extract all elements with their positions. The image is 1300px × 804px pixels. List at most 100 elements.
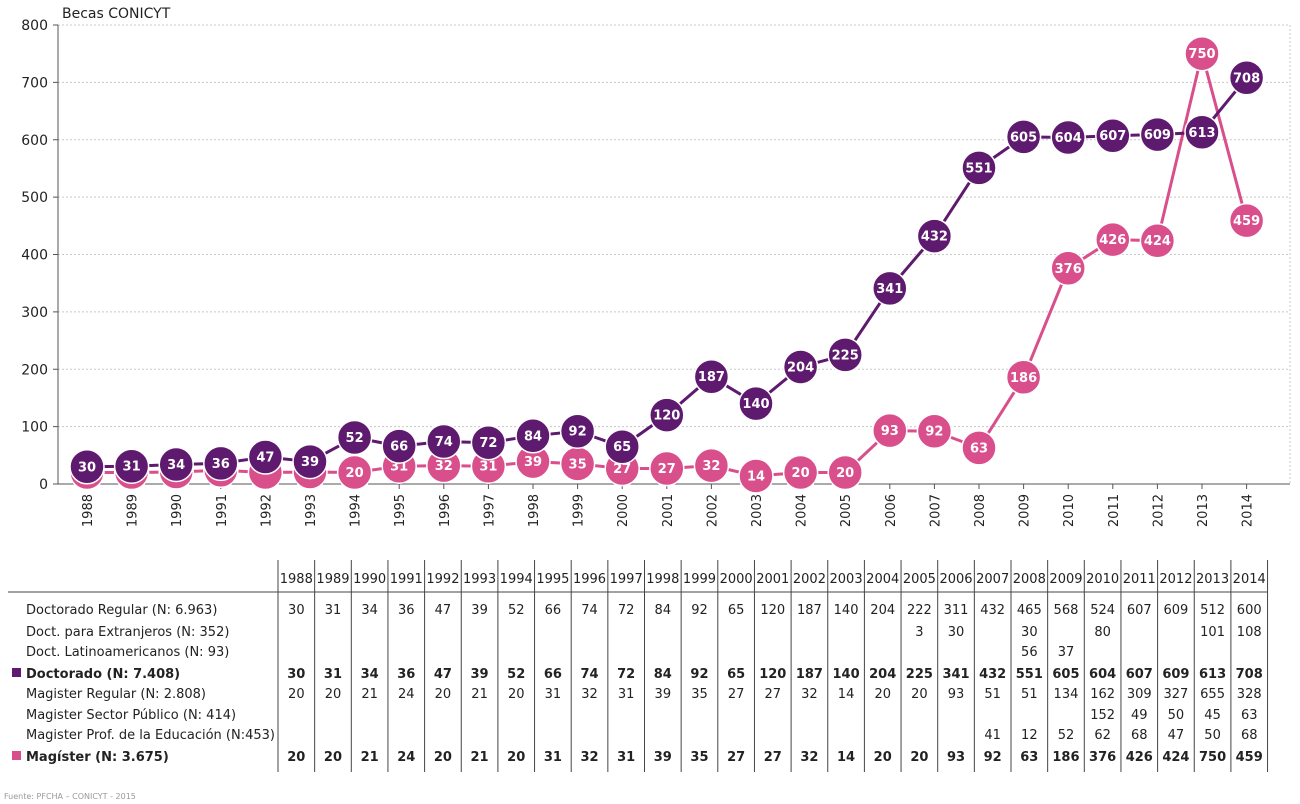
table-row-label: Doctorado Regular (N: 6.963) <box>26 603 217 618</box>
table-cell: 607 <box>1127 603 1152 618</box>
table-cell: 20 <box>434 750 452 765</box>
table-header-year: 1999 <box>683 572 716 587</box>
table-cell: 341 <box>942 667 969 682</box>
data-point <box>1005 119 1042 155</box>
table-cell: 20 <box>288 687 305 702</box>
table-cell: 51 <box>984 687 1001 702</box>
data-point <box>693 447 730 484</box>
table-cell: 39 <box>654 750 672 765</box>
table-row-label: Doctorado (N: 7.408) <box>26 667 180 682</box>
data-table: 1988 1989 1990 1991 1992 1993 1994 1995 1996 1997… <box>8 560 1269 772</box>
table-cell: 27 <box>765 687 782 702</box>
table-cell: 84 <box>654 667 672 682</box>
table-cell: 20 <box>910 750 928 765</box>
data-point <box>738 458 774 494</box>
data-point <box>872 412 908 449</box>
table-cell: 140 <box>833 667 860 682</box>
data-label: 84 <box>524 429 542 444</box>
table-cell: 459 <box>1236 750 1263 765</box>
table-cell: 24 <box>397 750 415 765</box>
table-cell: 52 <box>507 667 525 682</box>
table-header-year: 2006 <box>939 572 972 587</box>
x-tick-label: 1999 <box>572 494 587 527</box>
table-cell: 47 <box>1168 728 1185 743</box>
table-cell: 51 <box>1021 687 1038 702</box>
data-label: 65 <box>613 440 631 455</box>
data-point <box>916 413 953 449</box>
table-cell: 35 <box>691 687 708 702</box>
data-point <box>872 270 908 307</box>
table-cell: 101 <box>1200 625 1225 640</box>
data-label: 32 <box>435 459 453 474</box>
x-tick-label: 2010 <box>1062 494 1077 527</box>
data-point <box>1095 117 1131 154</box>
table-cell: 74 <box>581 603 598 618</box>
data-point <box>292 443 328 480</box>
table-cell: 92 <box>691 603 708 618</box>
table-cell: 30 <box>287 667 305 682</box>
table-cell: 50 <box>1204 728 1221 743</box>
data-label: 31 <box>479 460 497 475</box>
table-cell: 31 <box>618 687 635 702</box>
x-tick-label: 1988 <box>81 494 96 527</box>
table-header-year: 2011 <box>1123 572 1156 587</box>
table-cell: 93 <box>947 750 965 765</box>
data-label: 607 <box>1099 129 1126 144</box>
table-cell: 56 <box>1021 645 1038 660</box>
data-label: 39 <box>524 455 542 470</box>
table-cell: 609 <box>1164 603 1189 618</box>
data-point <box>827 337 863 373</box>
x-tick-label: 2013 <box>1196 494 1211 527</box>
x-tick-label: 1995 <box>393 494 408 527</box>
data-label: 750 <box>1188 47 1215 62</box>
table-cell: 84 <box>655 603 672 618</box>
data-label: 376 <box>1055 262 1082 277</box>
table-cell: 327 <box>1164 687 1189 702</box>
data-point <box>203 445 239 482</box>
data-point <box>782 454 819 491</box>
data-point <box>69 449 105 485</box>
table-cell: 20 <box>874 687 891 702</box>
table-cell: 21 <box>471 687 488 702</box>
table-cell: 21 <box>361 750 379 765</box>
table-cell: 34 <box>361 667 379 682</box>
data-point <box>738 385 774 422</box>
table-cell: 20 <box>874 750 892 765</box>
table-cell: 30 <box>948 625 965 640</box>
series: 30 31 34 36 47 39 52 66 74 72 84 92 65 120 187 140 204 22… <box>69 60 1265 485</box>
table-cell: 27 <box>727 750 745 765</box>
x-tick-label: 1991 <box>215 494 230 527</box>
data-point <box>470 424 507 461</box>
table-cell: 52 <box>508 603 525 618</box>
x-tick-label: 2005 <box>839 494 854 527</box>
table-cell: 20 <box>324 750 342 765</box>
table-cell: 31 <box>324 667 342 682</box>
y-tick-label: 400 <box>21 248 48 264</box>
table-cell: 328 <box>1237 687 1262 702</box>
table-cell: 204 <box>870 603 895 618</box>
table-header-year: 2000 <box>720 572 753 587</box>
table-row-label: Doct. para Extranjeros (N: 352) <box>26 625 229 640</box>
data-point <box>1095 221 1131 258</box>
table-cell: 68 <box>1241 728 1258 743</box>
table-header-year: 2010 <box>1086 572 1119 587</box>
table-cell: 140 <box>834 603 859 618</box>
table-cell: 41 <box>984 728 1001 743</box>
legend-marker <box>12 751 21 760</box>
table-cell: 32 <box>801 687 818 702</box>
table-cell: 63 <box>1020 750 1038 765</box>
data-label: 186 <box>1010 371 1037 386</box>
table-cell: 432 <box>980 603 1005 618</box>
table-cell: 204 <box>869 667 896 682</box>
table-header-year: 2001 <box>756 572 789 587</box>
table-cell: 20 <box>325 687 342 702</box>
x-tick-label: 2002 <box>705 494 720 527</box>
table-cell: 27 <box>728 687 745 702</box>
table-header-year: 2014 <box>1233 572 1266 587</box>
y-axis-label: Becas CONICYT <box>62 6 171 22</box>
table-cell: 432 <box>979 667 1006 682</box>
table-header-year: 2007 <box>976 572 1009 587</box>
y-tick-label: 700 <box>21 75 48 91</box>
table-cell: 37 <box>1058 645 1075 660</box>
data-point <box>961 430 997 466</box>
